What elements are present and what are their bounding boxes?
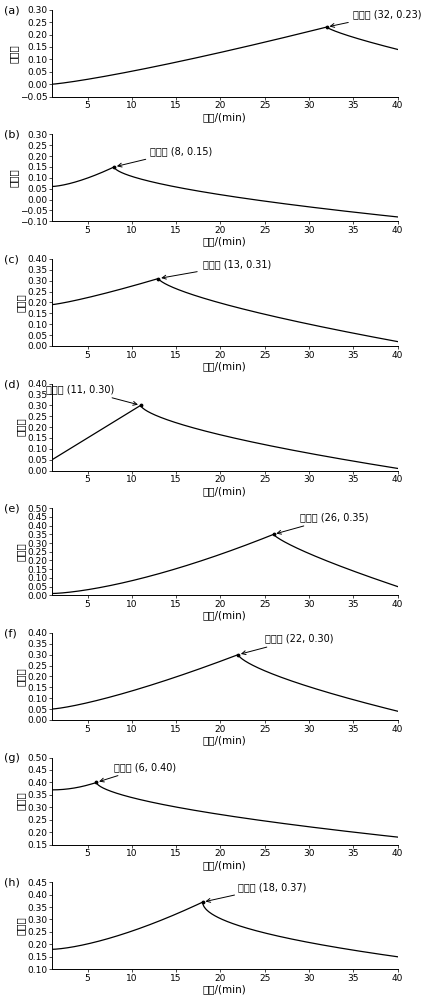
- X-axis label: 时延/(min): 时延/(min): [203, 735, 247, 745]
- Text: 最大値 (6, 0.40): 最大値 (6, 0.40): [100, 762, 176, 782]
- Y-axis label: 互信息: 互信息: [16, 293, 26, 312]
- Text: 最大値 (32, 0.23): 最大値 (32, 0.23): [330, 9, 422, 27]
- Text: (c): (c): [4, 255, 18, 265]
- Y-axis label: 互信息: 互信息: [16, 542, 26, 561]
- Y-axis label: 互信息: 互信息: [16, 792, 26, 810]
- X-axis label: 时延/(min): 时延/(min): [203, 610, 247, 620]
- Text: 最大値 (18, 0.37): 最大値 (18, 0.37): [206, 882, 306, 902]
- Text: (f): (f): [4, 629, 16, 639]
- Text: 最大値 (26, 0.35): 最大値 (26, 0.35): [277, 512, 369, 534]
- Text: (b): (b): [4, 130, 19, 140]
- Text: (e): (e): [4, 504, 19, 514]
- X-axis label: 时延/(min): 时延/(min): [203, 486, 247, 496]
- Y-axis label: 互信息: 互信息: [16, 667, 26, 686]
- Text: 最大値 (11, 0.30): 最大値 (11, 0.30): [46, 384, 137, 405]
- Text: 最大値 (8, 0.15): 最大値 (8, 0.15): [118, 146, 212, 167]
- X-axis label: 时延/(min): 时延/(min): [203, 361, 247, 371]
- Text: (d): (d): [4, 379, 20, 389]
- X-axis label: 时延/(min): 时延/(min): [203, 984, 247, 994]
- Y-axis label: 互信息: 互信息: [16, 916, 26, 935]
- Text: 最大値 (22, 0.30): 最大値 (22, 0.30): [242, 634, 333, 655]
- Text: (a): (a): [4, 5, 19, 15]
- Text: (h): (h): [4, 878, 20, 888]
- Y-axis label: 互信息: 互信息: [8, 168, 18, 187]
- X-axis label: 时延/(min): 时延/(min): [203, 237, 247, 247]
- Text: (g): (g): [4, 753, 20, 763]
- X-axis label: 时延/(min): 时延/(min): [203, 112, 247, 122]
- Text: 最大値 (13, 0.31): 最大値 (13, 0.31): [162, 260, 271, 279]
- Y-axis label: 互信息: 互信息: [8, 44, 18, 63]
- X-axis label: 时延/(min): 时延/(min): [203, 860, 247, 870]
- Y-axis label: 互信息: 互信息: [16, 418, 26, 436]
